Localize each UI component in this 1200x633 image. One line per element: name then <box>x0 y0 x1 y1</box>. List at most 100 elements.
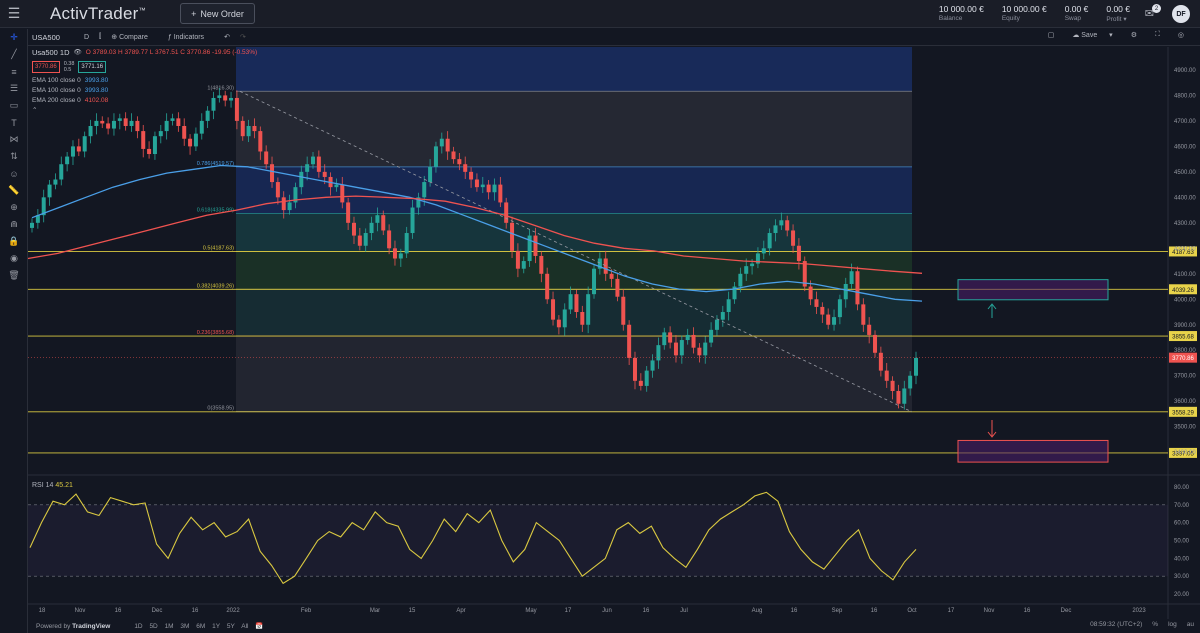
log-scale-toggle[interactable]: log <box>1168 621 1177 628</box>
candle-body <box>322 171 327 177</box>
candle-body <box>164 120 169 132</box>
time-tick-label: 16 <box>791 608 798 614</box>
magnet-icon[interactable]: ⋒ <box>10 219 18 229</box>
buy-price-box[interactable]: 3771.16 <box>78 61 107 73</box>
candle-body <box>545 273 550 300</box>
range-1y[interactable]: 1Y <box>212 623 221 630</box>
indicators-button[interactable]: ƒ Indicators <box>167 33 205 41</box>
time-tick-label: 15 <box>409 608 416 614</box>
clock[interactable]: 08:59:32 (UTC+2) <box>1090 621 1143 628</box>
profit-stat[interactable]: 0.00 € Profit ▾ <box>1106 4 1130 23</box>
candle-body <box>486 184 491 193</box>
percent-scale-toggle[interactable]: % <box>1152 621 1159 628</box>
candle-body <box>258 131 263 152</box>
forecast-icon[interactable]: ⇅ <box>10 151 18 161</box>
fib-zone <box>236 166 912 214</box>
candle-body <box>451 151 456 160</box>
fib-label: 0(3558.95) <box>207 406 234 412</box>
ruler-icon[interactable]: 📏 <box>8 185 20 195</box>
symbol-search[interactable]: USA500 <box>32 32 60 42</box>
price-tick-label: 4300.00 <box>1174 221 1196 227</box>
candle-body <box>779 220 784 226</box>
candle-body <box>492 184 497 193</box>
smile-icon[interactable]: ☺ <box>9 168 19 179</box>
ema200-line <box>27 195 923 274</box>
legend-collapse-icon[interactable]: ⌃ <box>32 107 38 114</box>
avatar[interactable]: DF <box>1172 5 1190 23</box>
candle-body <box>597 258 602 269</box>
redo-icon[interactable]: ↷ <box>239 34 246 41</box>
candle-body <box>30 222 34 228</box>
candle-body <box>398 253 403 259</box>
top-bar: ☰ ActivTrader™ + New Order 10 000.00 € Bal… <box>0 0 1200 28</box>
hamburger-menu-icon[interactable]: ☰ <box>7 5 21 21</box>
candle-body <box>281 197 286 211</box>
candle-body <box>433 146 438 167</box>
ema-legend-3: EMA 200 close 0 4102.08 <box>32 97 109 104</box>
target-down-box <box>957 439 1109 463</box>
candle-body <box>363 233 368 246</box>
level-price-tag <box>1169 284 1197 295</box>
crosshair-icon[interactable]: ✛ <box>10 32 18 42</box>
candle-body <box>53 179 58 185</box>
plus-icon: + <box>191 8 197 19</box>
fib-zone <box>236 213 912 252</box>
candle-body <box>316 156 321 172</box>
candle-body <box>47 184 52 198</box>
fib-icon[interactable]: ☰ <box>9 83 19 93</box>
trash-icon[interactable]: 🗑 <box>8 270 20 280</box>
fib-label: 0.382(4039.26) <box>197 283 234 289</box>
range-1d[interactable]: 1D <box>134 623 143 630</box>
candle-body <box>199 120 204 134</box>
horizontal-lines-icon[interactable]: ≡ <box>11 66 17 77</box>
trendline-icon[interactable]: ╱ <box>11 49 17 59</box>
fullscreen-icon[interactable]: ⛶ <box>1154 31 1160 38</box>
save-button[interactable]: ☁ Save ▾ <box>1072 32 1113 39</box>
range-6m[interactable]: 6M <box>196 623 206 630</box>
arrow-down-icon <box>987 420 997 438</box>
interval-button[interactable]: D <box>83 33 89 41</box>
eye-icon[interactable]: ◉ <box>10 253 18 263</box>
pattern-icon[interactable]: ⋈ <box>9 134 19 144</box>
range-5y[interactable]: 5Y <box>226 623 235 630</box>
level-price-tag <box>1169 246 1197 257</box>
candle-body <box>615 278 620 297</box>
candle-body <box>88 125 93 137</box>
zoom-icon[interactable]: ⊕ <box>10 202 18 212</box>
sell-price-box[interactable]: 3770.86 <box>32 61 60 73</box>
candle-body <box>691 334 696 348</box>
candle-body <box>141 131 146 149</box>
candle-body <box>375 215 380 223</box>
settings-gear-icon[interactable]: ⚙ <box>1130 32 1137 39</box>
auto-scale-toggle[interactable]: au <box>1186 621 1194 628</box>
time-tick-label: Oct <box>907 608 917 614</box>
price-tick-label: 4800.00 <box>1174 93 1196 99</box>
range-5d[interactable]: 5D <box>149 623 158 630</box>
level-price-tag <box>1169 447 1197 458</box>
rsi-band <box>28 504 1168 577</box>
mail-icon[interactable]: ✉ 2 <box>1145 4 1161 20</box>
candle-body <box>129 120 134 126</box>
new-order-button[interactable]: + New Order <box>180 3 255 24</box>
layout-icon[interactable]: ▢ <box>1047 32 1055 39</box>
undo-icon[interactable]: ↶ <box>224 34 230 41</box>
level-price-label: 4187.63 <box>1172 250 1194 256</box>
candle-body <box>498 184 503 203</box>
time-tick-label: 17 <box>948 608 955 614</box>
text-icon[interactable]: T <box>11 117 17 128</box>
price-tick-label: 3600.00 <box>1174 399 1196 405</box>
snapshot-icon[interactable]: ◎ <box>1177 32 1184 39</box>
bar-style-icon[interactable]: ⫿ <box>99 33 102 40</box>
candle-body <box>709 329 714 343</box>
rectangle-icon[interactable]: ▭ <box>9 100 19 110</box>
eye-icon[interactable]: 👁 <box>73 49 82 56</box>
range-3m[interactable]: 3M <box>180 623 190 630</box>
candle-body <box>726 299 731 313</box>
time-tick-label: 16 <box>1024 608 1031 614</box>
range-1m[interactable]: 1M <box>164 623 174 630</box>
date-range-icon[interactable]: 📅 <box>255 623 264 630</box>
range-all[interactable]: All <box>241 623 249 630</box>
compare-button[interactable]: ⊕ Compare <box>111 34 148 41</box>
lock-icon[interactable]: 🔒 <box>8 236 20 246</box>
